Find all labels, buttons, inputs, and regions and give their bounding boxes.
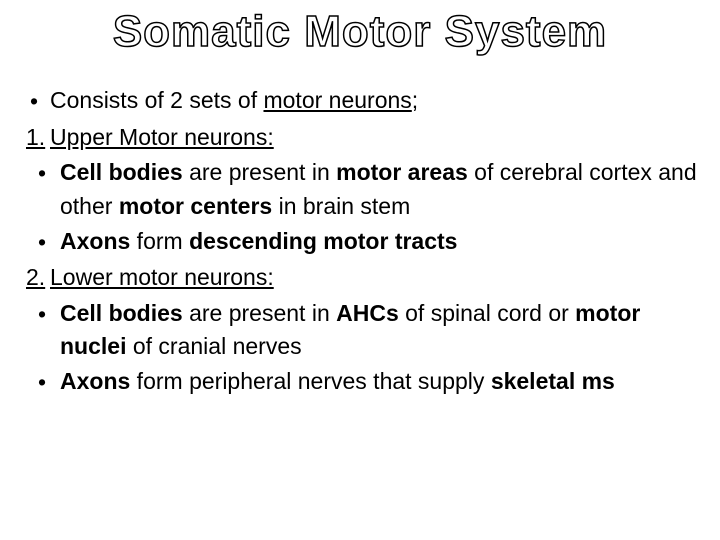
bullet-text: Cell bodies are present in motor areas o… [60,156,700,223]
slide-title: Somatic Motor System [20,8,700,56]
heading-2: 2. Lower motor neurons: [24,261,700,294]
bullet-text: Cell bodies are present in AHCs of spina… [60,297,700,364]
bullet-marker: • [24,297,60,332]
slide-content: • Consists of 2 sets of motor neurons; 1… [20,84,700,400]
bullet-marker: • [24,156,60,191]
heading-text: Lower motor neurons: [50,261,700,294]
bullet-1a: • Cell bodies are present in motor areas… [24,156,700,223]
bullet-text: Consists of 2 sets of motor neurons; [50,84,700,117]
bullet-text: Axons form descending motor tracts [60,225,700,258]
bullet-intro: • Consists of 2 sets of motor neurons; [24,84,700,119]
heading-number: 2. [24,261,50,294]
slide: { "title": "Somatic Motor System", "line… [0,0,720,540]
bullet-2b: • Axons form peripheral nerves that supp… [24,365,700,400]
bullet-text: Axons form peripheral nerves that supply… [60,365,700,398]
bullet-2a: • Cell bodies are present in AHCs of spi… [24,297,700,364]
heading-number: 1. [24,121,50,154]
bullet-1b: • Axons form descending motor tracts [24,225,700,260]
heading-1: 1. Upper Motor neurons: [24,121,700,154]
bullet-marker: • [24,365,60,400]
bullet-marker: • [24,84,50,119]
bullet-marker: • [24,225,60,260]
heading-text: Upper Motor neurons: [50,121,700,154]
